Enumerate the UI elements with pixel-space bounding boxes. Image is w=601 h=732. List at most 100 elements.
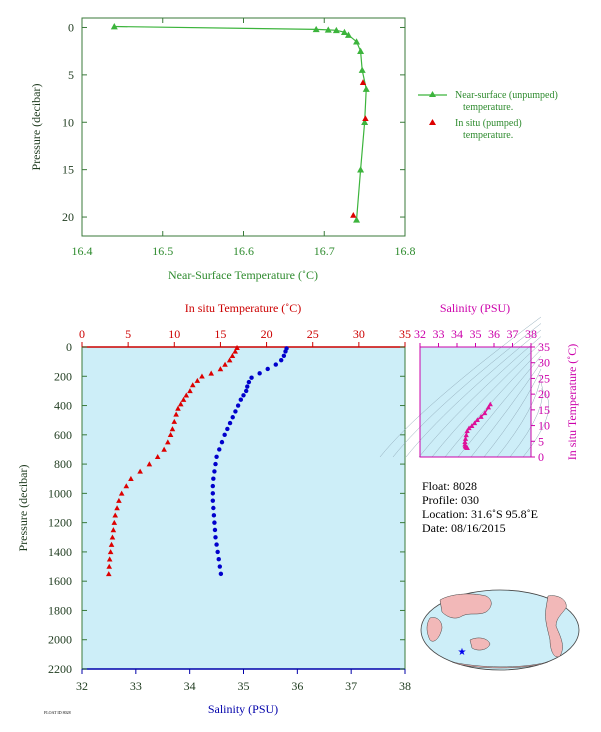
ts-density-contour: [431, 342, 542, 458]
salinity-profile-point: [243, 388, 249, 394]
temperature-profile-point: [199, 373, 205, 379]
profile-axis-ticks: 0200400600800100012001400160018002000220…: [48, 327, 411, 693]
near-surface-chart: 16.4 16.5 16.6 16.7 16.8 0 5 10 15 20 Near-Surfac…: [29, 17, 416, 282]
temperature-profile-point: [154, 453, 161, 460]
salinity-profile-point: [214, 454, 219, 459]
salinity-profile-point: [235, 403, 241, 408]
ts-density-contour: [470, 362, 542, 458]
salinity-profile-point: [273, 362, 278, 367]
profile-y-tick-label: 1200: [48, 516, 72, 530]
temperature-top-tick-label: 35: [399, 327, 411, 341]
ts-x-tick-label: 38: [525, 327, 537, 341]
temperature-top-tick-label: 20: [261, 327, 273, 341]
near-surface-unpumped-point: [340, 28, 348, 36]
ts-y-tick-label: 15: [538, 403, 550, 417]
salinity-bottom-tick-label: 38: [399, 679, 411, 693]
salinity-profile-point: [212, 469, 217, 474]
temperature-profile-point: [208, 370, 214, 376]
legend-label-unpumped: Near-surface (unpumped) temperature.: [455, 90, 558, 113]
temperature-profile-point: [167, 432, 174, 438]
ts-point: [462, 439, 468, 444]
profile-y-axis-label: Pressure (decibar): [16, 465, 30, 552]
salinity-profile-point: [227, 420, 233, 426]
salinity-profile-point: [210, 498, 216, 503]
ts-point: [487, 401, 493, 407]
profile-bottom-axis-label: Salinity (PSU): [208, 702, 278, 716]
ts-point: [471, 420, 478, 426]
temperature-profile-point: [146, 461, 153, 467]
near-surface-pumped-point: [350, 211, 357, 218]
salinity-bottom-tick-label: 32: [76, 679, 88, 693]
salinity-profile-point: [257, 371, 262, 376]
salinity-profile-point: [211, 476, 216, 481]
near-surface-unpumped-point: [357, 47, 365, 54]
ts-x-tick-label: 34: [451, 327, 463, 341]
map-land-antarctica: [451, 661, 549, 669]
ts-point: [462, 436, 469, 441]
legend-label-pumped: In situ (pumped) temperature.: [455, 118, 522, 141]
near-surface-unpumped-point: [362, 85, 370, 92]
near-surface-y-tick-label: 15: [62, 163, 74, 177]
near-surface-y-axis-label: Pressure (decibar): [29, 84, 43, 171]
temperature-profile-point: [106, 563, 113, 569]
salinity-profile-point: [249, 375, 254, 380]
temperature-profile-point: [105, 571, 112, 577]
near-surface-unpumped-point: [332, 26, 340, 34]
ts-point: [474, 417, 480, 422]
profile-series-marks: [105, 344, 289, 577]
temperature-profile-point: [183, 392, 190, 398]
salinity-profile-point: [219, 439, 225, 445]
float-id: Float: 8028: [422, 479, 477, 493]
temperature-top-tick-label: 10: [168, 327, 180, 341]
ts-plot-background: [420, 347, 531, 457]
ts-point: [485, 404, 492, 410]
near-surface-x-tick-label: 16.7: [314, 244, 335, 258]
ts-point: [469, 423, 475, 428]
salinity-profile-point: [211, 505, 216, 511]
temperature-top-tick-label: 30: [353, 327, 365, 341]
near-surface-axis-ticks: 16.4 16.5 16.6 16.7 16.8 0 5 10 15 20: [62, 18, 416, 258]
ts-point: [464, 445, 470, 450]
ts-x-tick-label: 37: [507, 327, 519, 341]
salinity-profile-point: [216, 557, 221, 562]
temperature-profile-point: [226, 357, 233, 363]
near-surface-unpumped-point: [324, 26, 332, 33]
ts-point: [478, 414, 484, 419]
salinity-bottom-tick-label: 37: [345, 679, 357, 693]
salinity-bottom-tick-label: 33: [130, 679, 142, 693]
temperature-top-tick-label: 5: [125, 327, 131, 341]
profile-chart: 0200400600800100012001400160018002000220…: [16, 301, 411, 716]
ts-point: [464, 428, 470, 433]
ts-density-contour: [405, 329, 542, 458]
float-info: Float: 8028 Profile: 030 Location: 31.6˚…: [422, 479, 538, 535]
temperature-profile-point: [229, 352, 236, 359]
near-surface-pumped-point: [362, 115, 369, 122]
near-surface-x-tick-label: 16.8: [395, 244, 416, 258]
salinity-profile-point: [230, 415, 235, 420]
salinity-profile-point: [212, 527, 218, 533]
salinity-profile-point: [265, 366, 270, 372]
temperature-profile-point: [217, 366, 224, 372]
ts-x-tick-label: 36: [488, 327, 500, 341]
salinity-profile-point: [215, 549, 220, 555]
ts-y-tick-label: 35: [538, 340, 550, 354]
salinity-profile-point: [217, 447, 222, 452]
salinity-profile-point: [225, 426, 230, 432]
profile-date: Date: 08/16/2015: [422, 521, 506, 535]
temperature-profile-point: [234, 344, 240, 350]
ts-x-tick-label: 35: [470, 327, 482, 341]
profile-y-tick-label: 1000: [48, 486, 72, 500]
temperature-profile-point: [112, 512, 119, 518]
temperature-profile-point: [161, 446, 167, 452]
temperature-profile-point: [165, 439, 171, 445]
temperature-profile-point: [169, 426, 176, 432]
salinity-profile-point: [217, 564, 223, 569]
salinity-profile-point: [241, 393, 246, 398]
salinity-bottom-tick-label: 36: [291, 679, 303, 693]
ts-density-contour: [522, 388, 549, 458]
profile-y-tick-label: 1800: [48, 603, 72, 617]
location-map: ★: [420, 589, 580, 671]
temperature-profile-point: [173, 411, 179, 417]
ts-density-contour: [483, 368, 542, 458]
